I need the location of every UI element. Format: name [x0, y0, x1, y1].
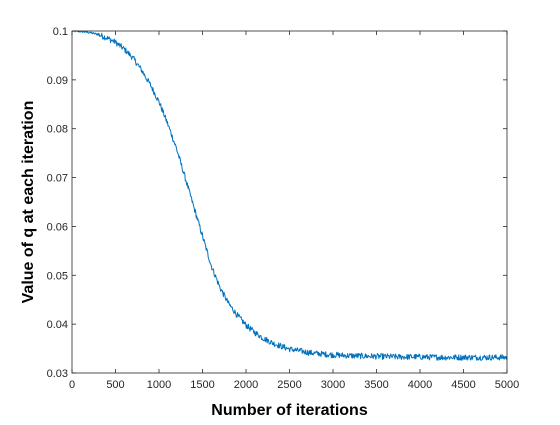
x-tick-label: 3500 — [364, 379, 388, 391]
y-tick-label: 0.07 — [47, 173, 68, 185]
x-tick-label: 5000 — [495, 379, 519, 391]
y-tick-label: 0.1 — [53, 26, 68, 38]
y-tick-label: 0.04 — [47, 319, 68, 331]
x-tick-label: 1500 — [190, 379, 214, 391]
x-tick-label: 500 — [106, 379, 124, 391]
series-layer — [71, 30, 508, 361]
x-axis-title: Number of iterations — [211, 402, 368, 419]
y-tick-label: 0.03 — [47, 368, 68, 380]
y-axis-ticks: 0.03 0.04 0.05 0.06 0.07 0.08 0.09 0.1 — [47, 26, 507, 380]
y-tick-label: 0.06 — [47, 221, 68, 233]
y-tick-label: 0.08 — [47, 124, 68, 136]
x-axis-ticks: 0 500 1000 1500 2000 2500 3000 3500 4000 4500 5000 — [69, 31, 519, 391]
x-tick-label: 0 — [69, 379, 75, 391]
x-tick-label: 2500 — [277, 379, 301, 391]
y-tick-label: 0.05 — [47, 270, 68, 282]
series-line — [71, 30, 508, 361]
x-tick-label: 3000 — [321, 379, 345, 391]
x-tick-label: 4000 — [408, 379, 432, 391]
x-tick-label: 2000 — [234, 379, 258, 391]
plot-area — [72, 31, 507, 373]
x-tick-label: 1000 — [147, 379, 171, 391]
x-tick-label: 4500 — [451, 379, 475, 391]
y-axis-title: Value of q at each iteration — [20, 101, 37, 304]
y-tick-label: 0.09 — [47, 75, 68, 87]
